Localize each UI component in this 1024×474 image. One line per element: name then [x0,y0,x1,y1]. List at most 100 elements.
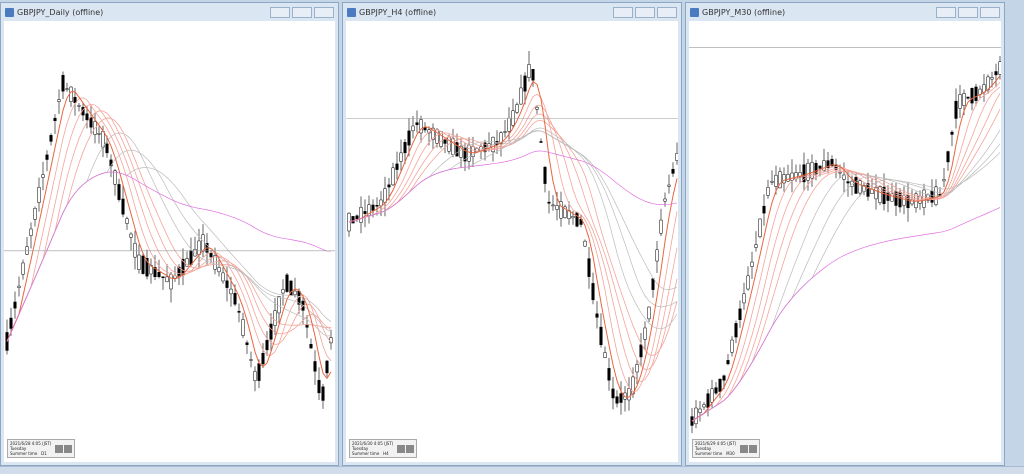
info-text: 2021/6/28 4:05 (JST) [10,441,52,446]
moving-average [348,80,678,398]
info-box: 2021/6/30 4:05 (JST) Tuesday Summer time H… [349,439,417,458]
candle-body [726,360,730,365]
maximize-button[interactable] [635,6,655,18]
price-chart [346,51,678,415]
candle-body [257,363,261,381]
prev-button[interactable] [397,445,405,453]
candle-body [782,174,786,184]
moving-average [691,207,1001,422]
maximize-button[interactable] [958,6,978,18]
candle-body [237,311,241,313]
info-text: Tuesday [352,446,369,451]
price-chart [689,47,1001,434]
info-day: Tuesday [352,446,414,451]
info-text: Tuesday [695,446,712,451]
candle-body [197,240,201,255]
candle-body [225,280,229,288]
candle-body [878,186,882,203]
minimize-button[interactable] [613,6,633,18]
candle-body [503,131,507,133]
candle-body [858,180,862,194]
info-box: 2021/6/28 4:05 (JST) Tuesday Summer time D… [7,439,75,458]
moving-average [6,171,332,342]
candle-body [627,388,631,401]
candle-body [555,205,559,210]
candle-body [746,275,750,290]
candle-body [822,160,826,171]
info-day: Tuesday [10,446,72,451]
moving-average [348,150,678,223]
candle-body [571,216,575,219]
candle-body [33,208,37,220]
candle-body [742,293,746,304]
candle-body [245,342,249,345]
candle-body [399,152,403,162]
next-button[interactable] [749,445,757,453]
prev-button[interactable] [55,445,63,453]
candle-body [113,170,117,185]
info-text: Tuesday [10,446,27,451]
moving-average [691,75,1001,422]
candle-body [774,174,778,187]
moving-average [691,93,1001,422]
minimize-button[interactable] [936,6,956,18]
candle-body [81,107,85,116]
candle-body [970,88,974,104]
moving-average [348,113,678,370]
candle-body [201,234,205,252]
info-time: 2021/6/30 4:05 (JST) [352,441,414,446]
close-button[interactable] [314,6,334,18]
tab-strip [0,466,1024,474]
candle-body [643,327,647,340]
candle-body [281,289,285,294]
candle-body [974,86,978,101]
candle-body [946,151,950,163]
prev-button[interactable] [740,445,748,453]
price-chart [4,71,335,409]
candle-body [57,99,61,102]
candle-body [930,190,934,203]
candle-body [587,258,591,277]
candle-body [770,180,774,183]
moving-average [348,130,678,308]
candle-body [29,228,33,236]
candle-body [359,207,363,223]
next-button[interactable] [64,445,72,453]
candle-body [431,127,435,140]
candle-body [387,184,391,188]
candle-body [229,288,233,295]
candle-body [750,261,754,267]
candle-body [826,160,830,168]
candle-body [958,94,962,109]
candle-body [527,64,531,78]
candle-body [563,206,567,218]
candle-body [73,96,77,104]
candle-body [241,319,245,336]
minimize-button[interactable] [270,6,290,18]
candle-body [615,396,619,404]
candle-body [942,179,946,182]
candle-body [790,172,794,181]
candle-body [117,184,121,200]
candle-body [762,205,766,214]
info-summer: Summer time M30 [695,451,757,456]
moving-average [348,105,678,383]
candle-body [25,246,29,255]
close-button[interactable] [980,6,1000,18]
window-buttons [936,6,1000,18]
candle-body [69,86,73,103]
candle-body [317,380,321,394]
moving-average [348,119,678,357]
candle-body [515,104,519,113]
candle-body [309,344,313,349]
close-button[interactable] [657,6,677,18]
candle-body [535,106,539,110]
candle-body [758,218,762,238]
window-buttons [613,6,677,18]
candle-body [277,296,281,314]
candle-body [647,306,651,320]
maximize-button[interactable] [292,6,312,18]
candle-body [603,352,607,358]
next-button[interactable] [406,445,414,453]
window-icon [690,7,699,17]
